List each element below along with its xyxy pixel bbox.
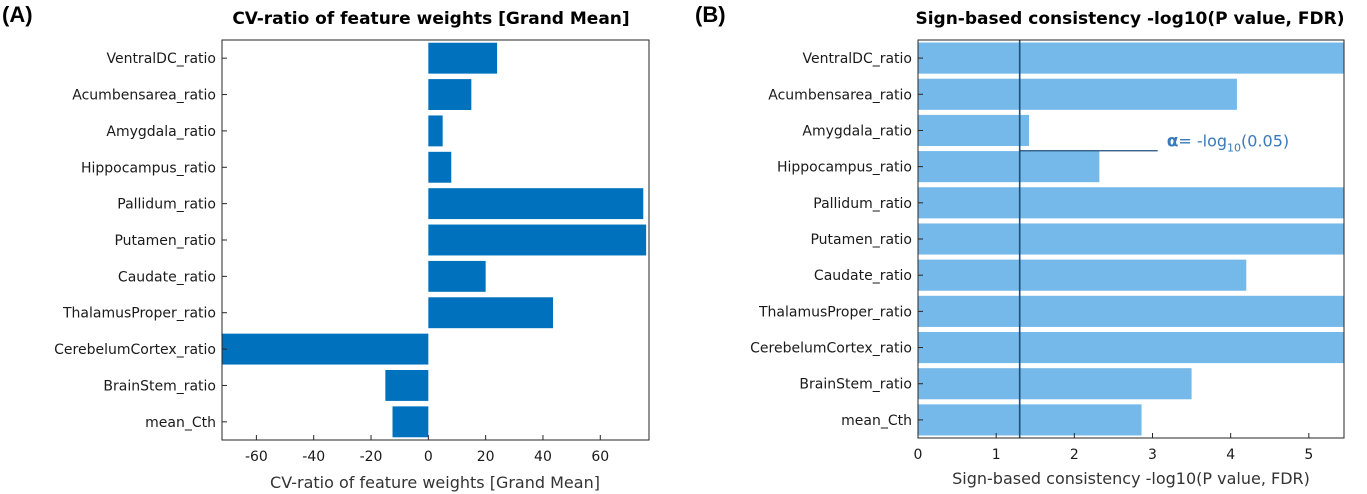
bar-cerebelumcortex-ratio bbox=[222, 333, 429, 365]
bar-pallidum-ratio bbox=[428, 188, 644, 220]
x-tick-label-4: 20 bbox=[477, 449, 495, 465]
panel-b-label: (B) bbox=[695, 2, 726, 27]
bar-ventraldc-ratio bbox=[428, 42, 498, 74]
panel-a-y-ticks: VentralDC_ratio Acumbensarea_ratio Amygdal… bbox=[54, 51, 227, 431]
bar-cerebelumcortex-ratio bbox=[918, 331, 1344, 364]
y-tick-label-thalamusproper-ratio: ThalamusProper_ratio bbox=[758, 304, 912, 320]
x-tick-label-4: 4 bbox=[1226, 447, 1235, 463]
threshold-arg: (0.05) bbox=[1241, 132, 1289, 151]
y-tick-label-putamen-ratio: Putamen_ratio bbox=[114, 233, 216, 249]
panel-b-bars bbox=[918, 42, 1344, 436]
bar-putamen-ratio bbox=[918, 223, 1344, 255]
x-tick-label-3: 0 bbox=[424, 449, 433, 465]
y-tick-label-putamen-ratio: Putamen_ratio bbox=[810, 232, 912, 248]
y-tick-label-hippocampus-ratio: Hippocampus_ratio bbox=[81, 160, 216, 176]
y-tick-label-caudate-ratio: Caudate_ratio bbox=[814, 268, 912, 284]
x-tick-label-0: 0 bbox=[914, 447, 923, 463]
panel-b-x-axis-label: Sign-based consistency -log10(P value, F… bbox=[952, 469, 1310, 488]
bar-caudate-ratio bbox=[428, 260, 486, 292]
x-tick-label-5: 5 bbox=[1304, 447, 1313, 463]
y-tick-label-pallidum-ratio: Pallidum_ratio bbox=[117, 197, 216, 213]
x-tick-label-0: -60 bbox=[245, 449, 268, 465]
bar-hippocampus-ratio bbox=[918, 151, 1100, 183]
bar-hippocampus-ratio bbox=[428, 151, 452, 183]
bar-acumbensarea-ratio bbox=[918, 78, 1237, 110]
threshold-eq: = -log bbox=[1178, 132, 1227, 151]
y-tick-label-acumbensarea-ratio: Acumbensarea_ratio bbox=[72, 88, 216, 104]
panel-b-title: Sign-based consistency -log10(P value, F… bbox=[915, 9, 1344, 29]
y-tick-label-ventraldc-ratio: VentralDC_ratio bbox=[802, 51, 912, 67]
panel-b-x-ticks: 0 1 2 3 4 5 bbox=[914, 433, 1313, 463]
y-tick-label-cerebelumcortex-ratio: CerebelumCortex_ratio bbox=[750, 341, 912, 357]
threshold-annotation: α= -log10(0.05) bbox=[1167, 132, 1289, 155]
x-tick-label-3: 3 bbox=[1148, 447, 1157, 463]
y-tick-label-mean-cth: mean_Cth bbox=[145, 415, 216, 431]
x-tick-label-2: -20 bbox=[360, 449, 383, 465]
panel-a-title: CV-ratio of feature weights [Grand Mean] bbox=[232, 9, 629, 29]
threshold-sub: 10 bbox=[1227, 142, 1241, 155]
x-tick-label-6: 60 bbox=[591, 449, 609, 465]
panel-b: (B) Sign-based consistency -log10(P valu… bbox=[695, 2, 1345, 488]
y-tick-label-hippocampus-ratio: Hippocampus_ratio bbox=[777, 160, 912, 176]
bar-brainstem-ratio bbox=[918, 368, 1192, 400]
bar-amygdala-ratio bbox=[918, 114, 1029, 147]
x-tick-label-5: 40 bbox=[534, 449, 552, 465]
x-tick-label-2: 2 bbox=[1070, 447, 1079, 463]
y-tick-label-brainstem-ratio: BrainStem_ratio bbox=[103, 378, 216, 394]
y-tick-label-amygdala-ratio: Amygdala_ratio bbox=[802, 123, 912, 139]
y-tick-label-brainstem-ratio: BrainStem_ratio bbox=[799, 377, 912, 393]
panel-b-y-ticks: VentralDC_ratio Acumbensarea_ratio Amygdal… bbox=[750, 51, 923, 429]
x-tick-label-1: -40 bbox=[302, 449, 325, 465]
bar-brainstem-ratio bbox=[385, 370, 429, 401]
panel-a: (A) CV-ratio of feature weights [Grand M… bbox=[2, 2, 650, 492]
bar-thalamusproper-ratio bbox=[918, 295, 1344, 327]
bar-amygdala-ratio bbox=[428, 115, 443, 147]
bar-pallidum-ratio bbox=[918, 187, 1344, 219]
panel-a-bars bbox=[222, 42, 647, 438]
y-tick-label-amygdala-ratio: Amygdala_ratio bbox=[106, 124, 216, 140]
panel-a-label: (A) bbox=[2, 2, 33, 27]
panel-a-x-axis-label: CV-ratio of feature weights [Grand Mean] bbox=[270, 473, 600, 492]
bar-thalamusproper-ratio bbox=[428, 297, 553, 329]
bar-mean-cth bbox=[392, 406, 429, 438]
bar-ventraldc-ratio bbox=[918, 42, 1344, 74]
panel-b-threshold: α= -log10(0.05) bbox=[1018, 40, 1289, 438]
y-tick-label-ventraldc-ratio: VentralDC_ratio bbox=[106, 51, 216, 67]
y-tick-label-caudate-ratio: Caudate_ratio bbox=[118, 269, 216, 285]
x-tick-label-1: 1 bbox=[992, 447, 1001, 463]
y-tick-label-pallidum-ratio: Pallidum_ratio bbox=[813, 196, 912, 212]
bar-caudate-ratio bbox=[918, 259, 1247, 291]
panel-a-x-ticks: -60 -40 -20 0 20 40 60 bbox=[245, 435, 609, 465]
threshold-alpha: α bbox=[1167, 132, 1179, 152]
y-tick-label-thalamusproper-ratio: ThalamusProper_ratio bbox=[62, 306, 216, 322]
y-tick-label-mean-cth: mean_Cth bbox=[841, 413, 912, 429]
bar-mean-cth bbox=[918, 404, 1142, 436]
bar-acumbensarea-ratio bbox=[428, 79, 472, 110]
y-tick-label-acumbensarea-ratio: Acumbensarea_ratio bbox=[768, 87, 912, 103]
bar-putamen-ratio bbox=[428, 224, 647, 256]
y-tick-label-cerebelumcortex-ratio: CerebelumCortex_ratio bbox=[54, 342, 216, 358]
